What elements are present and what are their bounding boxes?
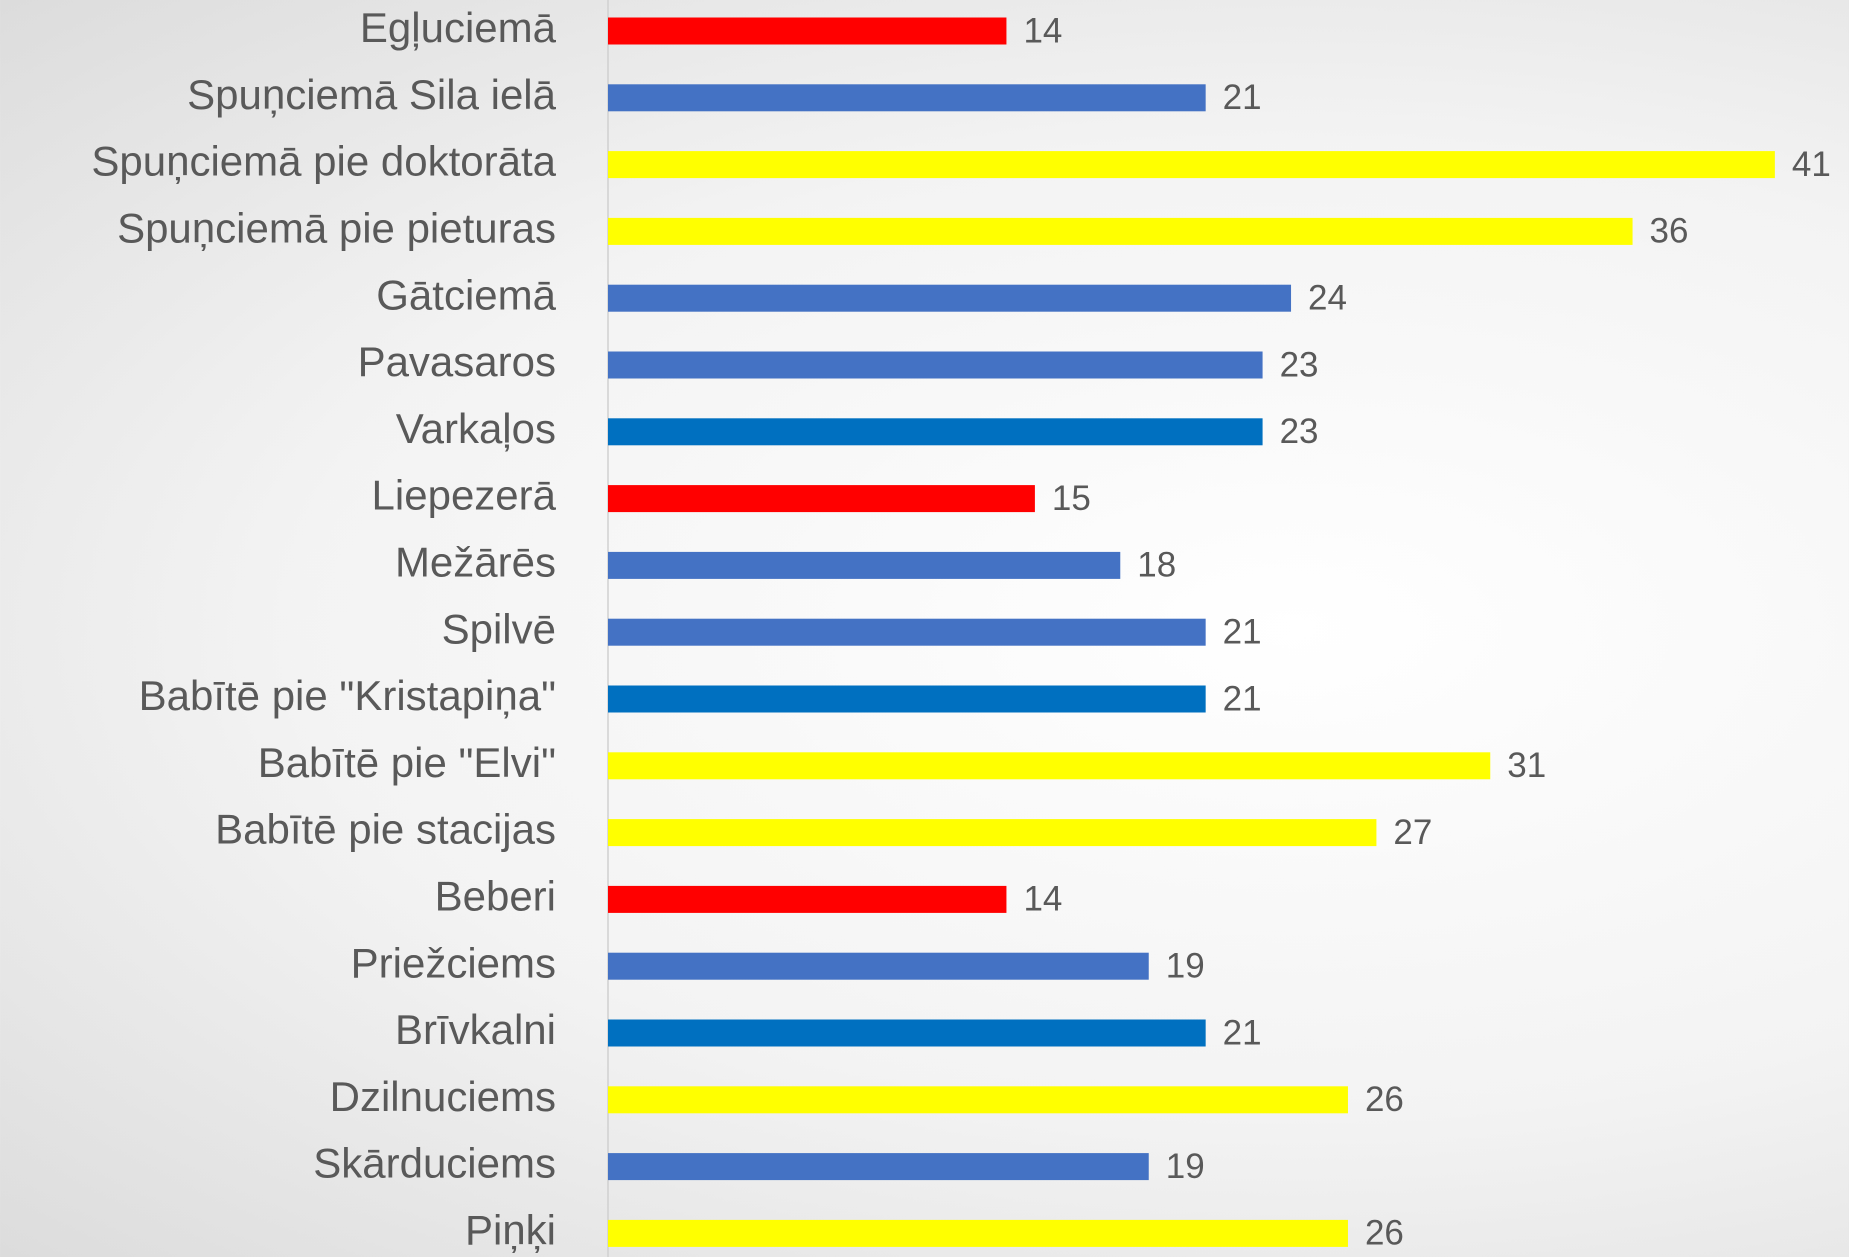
value-label: 26 bbox=[1365, 1080, 1404, 1119]
category-label: Egļuciemā bbox=[360, 4, 557, 51]
value-label: 14 bbox=[1023, 880, 1062, 919]
bar bbox=[608, 284, 1292, 312]
category-label: Spuņciemā Sila ielā bbox=[187, 71, 557, 118]
value-label: 41 bbox=[1792, 145, 1831, 184]
bar bbox=[608, 1019, 1206, 1047]
value-label: 21 bbox=[1223, 679, 1262, 718]
bar bbox=[608, 217, 1633, 245]
value-label: 19 bbox=[1166, 946, 1205, 985]
category-label: Brīvkalni bbox=[395, 1006, 556, 1053]
category-label: Babītē pie stacijas bbox=[215, 806, 556, 853]
bar bbox=[608, 1153, 1149, 1181]
bar bbox=[608, 551, 1121, 579]
value-label: 18 bbox=[1137, 546, 1176, 585]
bar bbox=[608, 752, 1491, 780]
value-label: 14 bbox=[1023, 11, 1062, 50]
bar bbox=[608, 885, 1007, 913]
value-label: 36 bbox=[1650, 212, 1689, 251]
category-label: Mežārēs bbox=[395, 538, 556, 585]
category-label: Babītē pie "Elvi" bbox=[258, 739, 556, 786]
category-label: Piņķi bbox=[465, 1206, 556, 1253]
bar bbox=[608, 485, 1035, 513]
value-label: 21 bbox=[1223, 78, 1262, 117]
value-label: 31 bbox=[1507, 746, 1546, 785]
bar bbox=[608, 17, 1007, 45]
bar bbox=[608, 952, 1149, 980]
bar bbox=[608, 1219, 1348, 1247]
value-label: 23 bbox=[1280, 412, 1319, 451]
bar bbox=[608, 84, 1206, 112]
bar bbox=[608, 618, 1206, 646]
value-label: 21 bbox=[1223, 612, 1262, 651]
bar bbox=[608, 1086, 1348, 1114]
value-label: 21 bbox=[1223, 1013, 1262, 1052]
category-label: Dzilnuciems bbox=[330, 1073, 556, 1120]
bar bbox=[608, 819, 1377, 847]
bar bbox=[608, 351, 1263, 379]
value-label: 27 bbox=[1393, 813, 1432, 852]
category-label: Spilvē bbox=[442, 605, 556, 652]
category-label: Pavasaros bbox=[358, 338, 556, 385]
bar bbox=[608, 151, 1775, 179]
value-label: 24 bbox=[1308, 278, 1347, 317]
category-label: Spuņciemā pie pieturas bbox=[117, 204, 556, 251]
category-label: Liepezerā bbox=[372, 472, 557, 519]
category-label: Varkaļos bbox=[396, 405, 556, 452]
category-label: Spuņciemā pie doktorāta bbox=[91, 138, 556, 185]
category-label: Skārduciems bbox=[313, 1140, 556, 1187]
value-label: 19 bbox=[1166, 1147, 1205, 1186]
category-label: Beberi bbox=[435, 872, 556, 919]
value-label: 26 bbox=[1365, 1214, 1404, 1253]
bar bbox=[608, 685, 1206, 713]
bar bbox=[608, 418, 1263, 446]
category-label: Gātciemā bbox=[376, 271, 556, 318]
category-label: Priežciems bbox=[351, 939, 556, 986]
value-label: 15 bbox=[1052, 479, 1091, 518]
value-label: 23 bbox=[1280, 345, 1319, 384]
category-label: Babītē pie "Kristapiņa" bbox=[139, 672, 556, 719]
